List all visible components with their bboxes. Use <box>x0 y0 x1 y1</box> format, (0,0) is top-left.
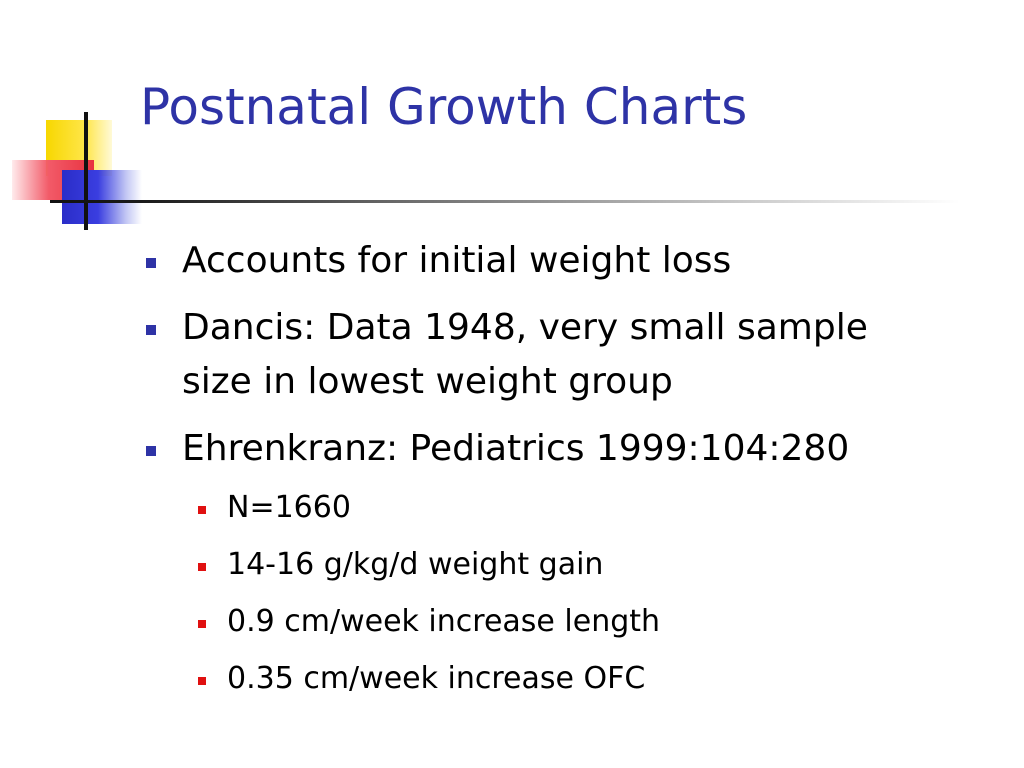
sub-bullet-text: N=1660 <box>227 490 351 525</box>
bullet-text: Dancis: Data 1948, very small sample <box>182 307 868 348</box>
sub-bullet-text: 0.9 cm/week increase length <box>227 604 661 639</box>
sub-bullet-marker <box>198 563 206 571</box>
sub-bullet-text: 0.35 cm/week increase OFC <box>227 661 646 696</box>
sub-bullet-item: 14-16 g/kg/d weight gain <box>198 543 604 587</box>
bullet-text: Accounts for initial weight loss <box>182 240 732 281</box>
bullet-text-continued: size in lowest weight group <box>182 361 673 402</box>
sub-bullet-item: 0.9 cm/week increase length <box>198 600 661 644</box>
bullet-item-weight-loss: Accounts for initial weight loss <box>146 234 732 288</box>
title-underline <box>50 200 960 203</box>
bullet-item-dancis: Dancis: Data 1948, very small sample siz… <box>146 301 868 409</box>
sub-bullet-item: 0.35 cm/week increase OFC <box>198 657 646 701</box>
sub-bullet-marker <box>198 620 206 628</box>
slide-title: Postnatal Growth Charts <box>140 78 748 136</box>
bullet-marker <box>146 258 156 268</box>
bullet-text: Ehrenkranz: Pediatrics 1999:104:280 <box>182 428 850 469</box>
sub-bullet-item: N=1660 <box>198 486 351 530</box>
logo-vertical-line <box>84 112 88 230</box>
sub-bullet-text: 14-16 g/kg/d weight gain <box>227 547 604 582</box>
bullet-item-ehrenkranz: Ehrenkranz: Pediatrics 1999:104:280 <box>146 422 850 476</box>
bullet-marker <box>146 446 156 456</box>
sub-bullet-marker <box>198 677 206 685</box>
logo-blue-square <box>62 170 142 224</box>
bullet-marker <box>146 325 156 335</box>
sub-bullet-marker <box>198 506 206 514</box>
